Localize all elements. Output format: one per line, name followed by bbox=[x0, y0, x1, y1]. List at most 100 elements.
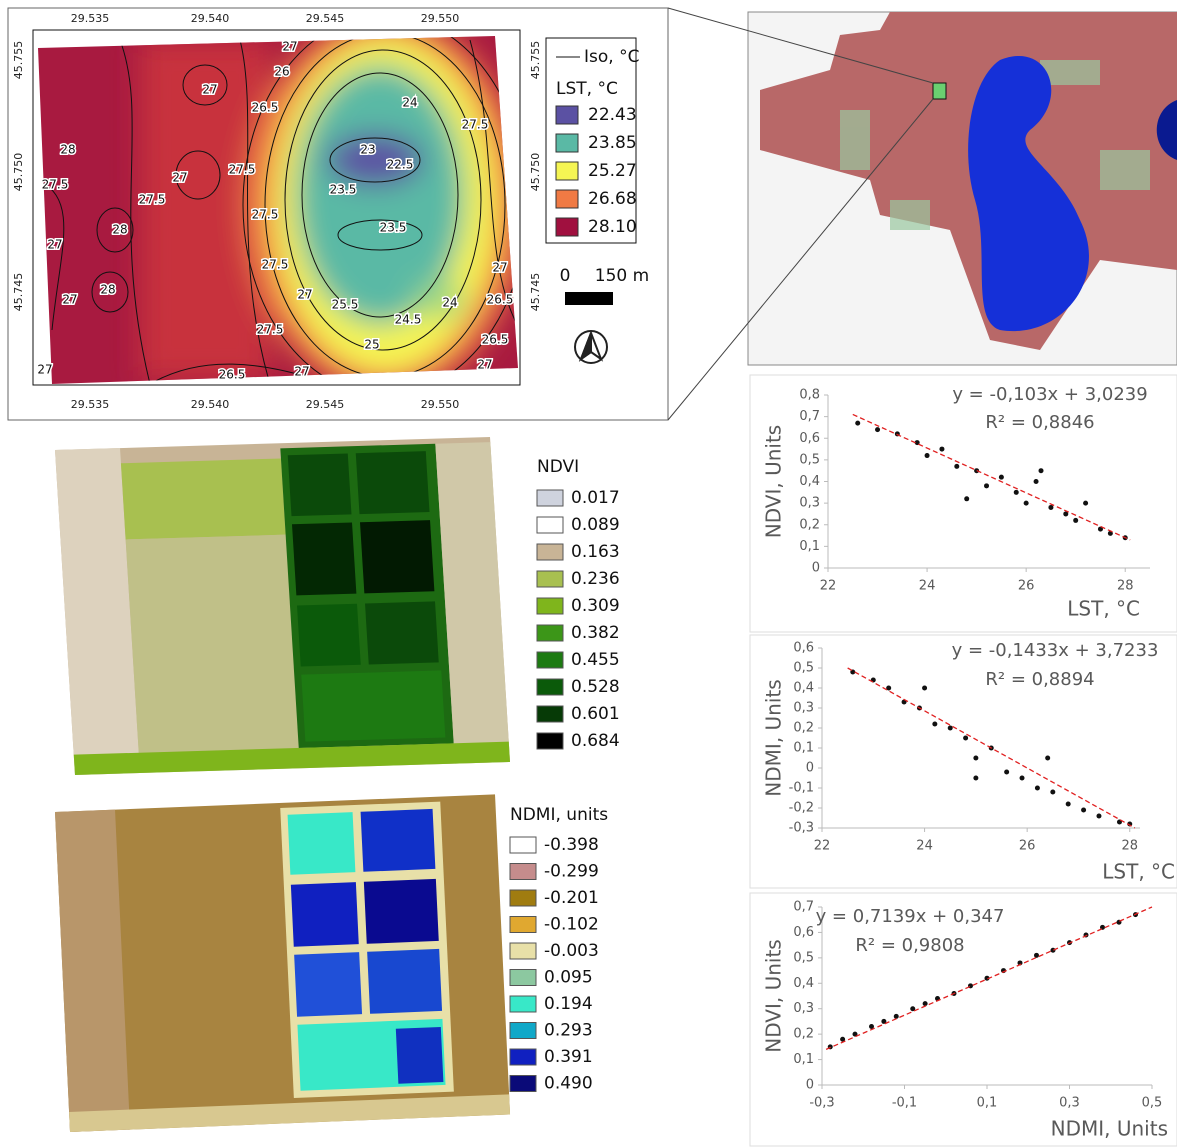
y-tick-label: 0,4 bbox=[793, 976, 814, 991]
x-tick-label: 29.545 bbox=[306, 12, 345, 25]
equation: y = -0,103x + 3,0239 bbox=[952, 384, 1147, 405]
x-tick-label: 29.545 bbox=[306, 398, 345, 411]
y-tick-label: 0,8 bbox=[799, 388, 820, 403]
contour-label: 27.5 bbox=[139, 193, 166, 207]
legend-swatch bbox=[537, 733, 563, 749]
x-tick-label: 22 bbox=[814, 839, 831, 854]
scale-label: 150 m bbox=[595, 266, 649, 286]
contour-label: 23.5 bbox=[330, 183, 357, 197]
y-tick-label: 0,5 bbox=[799, 452, 820, 467]
contour-label: 27 bbox=[477, 358, 492, 372]
y-tick-label: 0 bbox=[806, 761, 814, 776]
contour-label: 25.5 bbox=[332, 298, 359, 312]
legend-swatch bbox=[537, 679, 563, 695]
y-tick-label: 45.750 bbox=[529, 153, 542, 192]
x-tick-label: 24 bbox=[916, 839, 933, 854]
y-tick-label: 0 bbox=[812, 561, 820, 576]
legend-swatch bbox=[510, 1023, 536, 1039]
contour-label: 27 bbox=[294, 365, 309, 379]
legend-label: 0.391 bbox=[544, 1047, 593, 1067]
legend-label: 0.194 bbox=[544, 994, 593, 1014]
y-axis-label: NDVI, Units bbox=[762, 425, 786, 538]
legend-title: LST, °C bbox=[556, 79, 618, 99]
contour-label: 27 bbox=[297, 288, 312, 302]
equation: y = -0,1433x + 3,7233 bbox=[952, 640, 1159, 661]
y-tick-label: 45.755 bbox=[12, 41, 25, 80]
x-tick-label: 24 bbox=[919, 579, 936, 594]
data-point bbox=[964, 496, 969, 501]
legend-swatch bbox=[510, 1076, 536, 1092]
contour-label: 27 bbox=[62, 293, 77, 307]
data-point bbox=[1081, 808, 1086, 813]
y-tick-label: 0,7 bbox=[793, 900, 814, 915]
legend-swatch bbox=[510, 1049, 536, 1065]
y-tick-label: 45.745 bbox=[12, 273, 25, 312]
contour-label: 27.5 bbox=[42, 178, 69, 192]
page: {"lst_map": {"x_ticks": ["29.535", "29.5… bbox=[0, 0, 1177, 1148]
data-point bbox=[984, 483, 989, 488]
y-tick-label: 45.750 bbox=[12, 153, 25, 192]
data-point bbox=[855, 421, 860, 426]
x-tick-label: 29.550 bbox=[421, 12, 460, 25]
y-tick-label: 0,5 bbox=[793, 950, 814, 965]
y-tick-label: 0,4 bbox=[793, 681, 814, 696]
data-point bbox=[1096, 814, 1101, 819]
legend-swatch bbox=[537, 706, 563, 722]
r-squared: R² = 0,9808 bbox=[855, 935, 964, 956]
legend-swatch bbox=[510, 864, 536, 880]
data-point bbox=[1045, 756, 1050, 761]
ndmi-raster bbox=[55, 794, 510, 1132]
x-axis-label: LST, °C bbox=[1067, 597, 1140, 621]
contour-label: 27.5 bbox=[462, 118, 489, 132]
legend-swatch bbox=[537, 652, 563, 668]
legend-label: 0.017 bbox=[571, 488, 620, 508]
x-tick-label: 28 bbox=[1121, 839, 1138, 854]
overview-map bbox=[748, 12, 1177, 365]
trend-line bbox=[848, 668, 1135, 828]
data-point bbox=[1035, 786, 1040, 791]
data-point bbox=[1024, 501, 1029, 506]
x-tick-label: 0,1 bbox=[977, 1096, 998, 1111]
data-point bbox=[954, 464, 959, 469]
contour-label: 26.5 bbox=[219, 368, 246, 382]
legend-label: 0.528 bbox=[571, 677, 620, 697]
legend-title: NDMI, units bbox=[510, 805, 608, 825]
legend-swatch bbox=[537, 544, 563, 560]
figure: 29.53529.53529.54029.54029.54529.54529.5… bbox=[0, 0, 1177, 1148]
legend-label: 0.455 bbox=[571, 650, 620, 670]
legend-label: 23.85 bbox=[588, 133, 637, 153]
x-axis-label: LST, °C bbox=[1102, 860, 1175, 884]
x-tick-label: -0,3 bbox=[809, 1096, 834, 1111]
y-tick-label: 0 bbox=[806, 1078, 814, 1093]
contour-label: 24 bbox=[402, 96, 417, 110]
contour-label: 27.5 bbox=[252, 208, 279, 222]
y-tick-label: 0,3 bbox=[793, 1001, 814, 1016]
legend-label: -0.003 bbox=[544, 941, 599, 961]
legend-label: -0.398 bbox=[544, 835, 599, 855]
contour-label: 24.5 bbox=[395, 313, 422, 327]
x-tick-label: 26 bbox=[1018, 579, 1035, 594]
contour-label: 27.5 bbox=[229, 163, 256, 177]
data-point bbox=[1034, 479, 1039, 484]
contour-label: 27 bbox=[202, 83, 217, 97]
legend-label: 0.089 bbox=[571, 515, 620, 535]
y-tick-label: -0,3 bbox=[789, 821, 814, 836]
contour-label: 28 bbox=[60, 143, 75, 157]
y-tick-label: 0,1 bbox=[793, 1052, 814, 1067]
legend-label: -0.299 bbox=[544, 862, 599, 882]
x-tick-label: 29.535 bbox=[71, 12, 110, 25]
trend-line bbox=[853, 414, 1130, 539]
x-tick-label: 0,3 bbox=[1059, 1096, 1080, 1111]
data-point bbox=[1073, 518, 1078, 523]
legend-label: Iso, °C bbox=[584, 47, 639, 67]
x-tick-label: 26 bbox=[1019, 839, 1036, 854]
y-tick-label: 0,1 bbox=[793, 741, 814, 756]
data-point bbox=[1066, 802, 1071, 807]
data-point bbox=[1083, 501, 1088, 506]
y-tick-label: 45.755 bbox=[529, 41, 542, 80]
y-axis-label: NDMI, Units bbox=[762, 679, 786, 796]
legend-label: 0.684 bbox=[571, 731, 620, 751]
legend-swatch bbox=[510, 917, 536, 933]
data-point bbox=[923, 1001, 928, 1006]
r-squared: R² = 0,8894 bbox=[985, 669, 1094, 690]
